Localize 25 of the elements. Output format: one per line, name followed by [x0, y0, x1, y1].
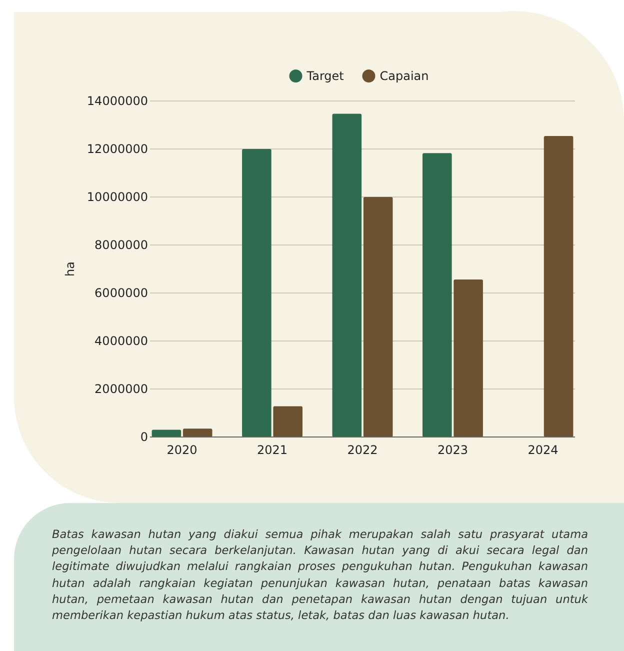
text: Batas kawasan hutan yang diakui semua pihak merupakan salah satu prasyarat utama pengelolaan hutan secara berkelanjutan. Kawasan hutan yang di akui secara legal dan legitimate diwujudkan melalui rangkaian proses pengukuhan hutan. Pengukuhan kawasan hutan adalah rangkaian kegiatan penunjukan kawasan hutan, penataan batas kawasan hutan, pemetaan kawasan hutan dan penetapan kawasan hutan dengan tujuan untuk memberikan kepastian hukum atas status, letak, batas dan luas kawasan hutan.	[52, 527, 588, 624]
bar	[363, 197, 393, 437]
bar	[454, 280, 483, 437]
bar	[544, 136, 574, 437]
bar	[273, 406, 302, 437]
y-tick-label: 8000000	[94, 238, 148, 252]
bar	[422, 153, 452, 437]
bar	[332, 114, 362, 437]
y-tick-label: 10000000	[86, 190, 148, 204]
y-tick-label: 4000000	[94, 334, 148, 348]
y-axis-title: ha	[63, 262, 77, 276]
x-tick-label: 2023	[437, 443, 468, 457]
legend-label: Capaian	[380, 69, 429, 84]
y-tick-label: 0	[140, 430, 148, 444]
y-tick-label: 6000000	[94, 286, 148, 300]
x-tick-label: 2021	[256, 443, 288, 457]
x-tick-label: 2022	[347, 443, 378, 457]
bar	[182, 428, 212, 437]
legend-label: Target	[306, 69, 344, 84]
bar	[242, 149, 272, 437]
x-tick-label: 2024	[528, 443, 558, 457]
y-tick-label: 12000000	[86, 142, 148, 156]
y-tick-label: 14000000	[86, 94, 148, 108]
y-tick-label: 2000000	[94, 382, 148, 396]
x-tick-label: 2020	[166, 443, 198, 457]
